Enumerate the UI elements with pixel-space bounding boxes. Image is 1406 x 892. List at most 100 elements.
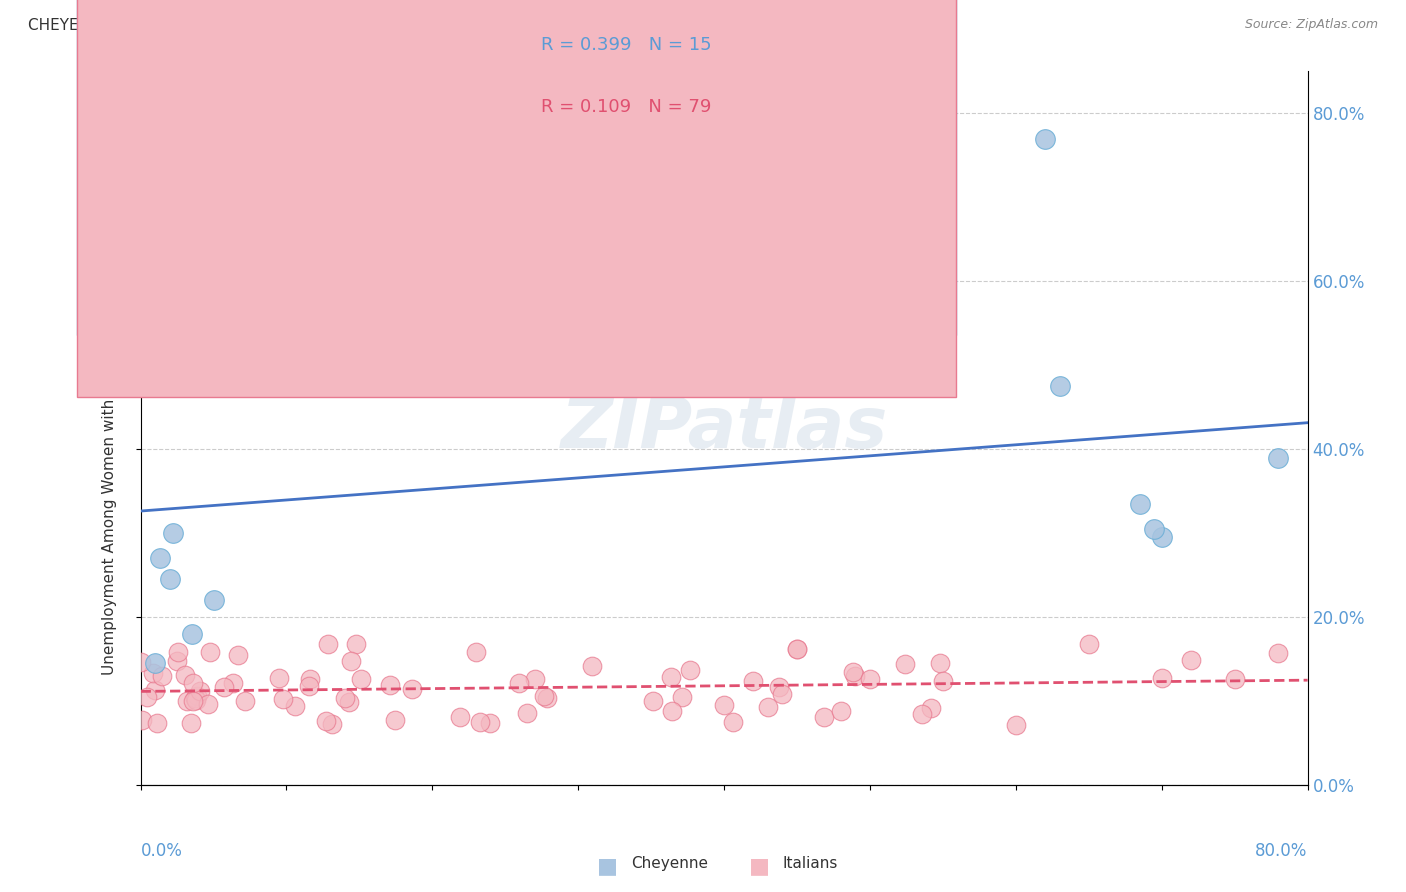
Point [813, 710, 835, 724]
Point [299, 672, 322, 686]
Text: ZIPatlas: ZIPatlas [561, 393, 887, 463]
Point [449, 710, 471, 724]
Point [134, 358, 156, 372]
Point [333, 690, 356, 705]
Y-axis label: Unemployment Among Women with Children Ages 6 to 17 years: Unemployment Among Women with Children A… [103, 181, 117, 675]
Text: R = 0.399   N = 15: R = 0.399 N = 15 [541, 36, 711, 54]
Point [516, 706, 538, 720]
Point [1129, 497, 1152, 511]
Point [641, 694, 664, 708]
Text: 0.0%: 0.0% [141, 842, 183, 860]
Point [470, 714, 492, 729]
Point [581, 658, 603, 673]
Text: Source: ZipAtlas.com: Source: ZipAtlas.com [1244, 18, 1378, 31]
Point [142, 665, 165, 680]
Point [186, 690, 208, 704]
Point [344, 637, 367, 651]
Point [197, 697, 219, 711]
Point [772, 687, 794, 701]
Text: CHEYENNE VS ITALIAN UNEMPLOYMENT AMONG WOMEN WITH CHILDREN AGES 6 TO 17 YEARS CO: CHEYENNE VS ITALIAN UNEMPLOYMENT AMONG W… [28, 18, 925, 33]
Point [321, 717, 343, 731]
Point [1033, 131, 1056, 145]
Point [184, 691, 207, 706]
Point [830, 704, 852, 718]
Point [150, 669, 173, 683]
Point [162, 526, 184, 541]
Point [339, 654, 361, 668]
Point [143, 657, 166, 671]
Point [721, 715, 744, 730]
Point [1143, 522, 1166, 536]
Point [188, 684, 211, 698]
Point [180, 627, 202, 641]
Point [742, 673, 765, 688]
Point [786, 641, 808, 656]
Point [273, 692, 295, 706]
Point [176, 693, 198, 707]
Point [202, 593, 225, 607]
Point [1005, 718, 1028, 732]
Point [378, 678, 401, 692]
Text: ■: ■ [748, 856, 769, 876]
Point [911, 706, 934, 721]
Point [894, 657, 917, 671]
Point [233, 694, 256, 708]
Point [661, 670, 683, 684]
Point [1180, 653, 1202, 667]
Point [523, 672, 546, 686]
Text: Italians: Italians [783, 856, 838, 871]
Point [166, 654, 188, 668]
Text: Cheyenne: Cheyenne [631, 856, 707, 871]
Point [284, 698, 307, 713]
Point [1150, 530, 1173, 544]
Point [465, 645, 488, 659]
Point [222, 675, 245, 690]
Point [768, 680, 790, 694]
Point [143, 683, 166, 698]
Point [661, 704, 683, 718]
Point [181, 676, 204, 690]
Point [337, 695, 360, 709]
Point [533, 689, 555, 703]
Point [297, 679, 319, 693]
Text: R = 0.109   N = 79: R = 0.109 N = 79 [541, 98, 711, 116]
Point [1223, 672, 1246, 686]
Point [131, 713, 153, 727]
Point [1150, 671, 1173, 685]
Point [181, 694, 204, 708]
Point [129, 655, 152, 669]
Point [920, 701, 942, 715]
Point [228, 648, 250, 662]
Point [859, 672, 882, 686]
Point [842, 665, 865, 679]
Point [180, 715, 202, 730]
Point [1267, 450, 1289, 465]
Point [315, 714, 337, 728]
Point [844, 669, 866, 683]
Point [479, 716, 502, 731]
Point [756, 700, 779, 714]
Point [713, 698, 735, 713]
Point [148, 551, 170, 566]
Point [269, 671, 291, 685]
Point [932, 674, 955, 689]
Point [679, 663, 702, 677]
Point [536, 690, 558, 705]
Text: 80.0%: 80.0% [1256, 842, 1308, 860]
Point [1077, 637, 1099, 651]
Point [129, 379, 152, 393]
Point [212, 680, 235, 694]
Point [401, 682, 423, 697]
Point [198, 645, 221, 659]
Point [1267, 646, 1289, 660]
Point [384, 714, 406, 728]
Point [316, 637, 339, 651]
Point [129, 316, 152, 330]
Point [508, 676, 530, 690]
Point [136, 690, 159, 705]
Point [350, 673, 373, 687]
Point [174, 668, 197, 682]
Point [929, 656, 952, 670]
Point [1049, 379, 1071, 393]
Point [786, 641, 808, 656]
